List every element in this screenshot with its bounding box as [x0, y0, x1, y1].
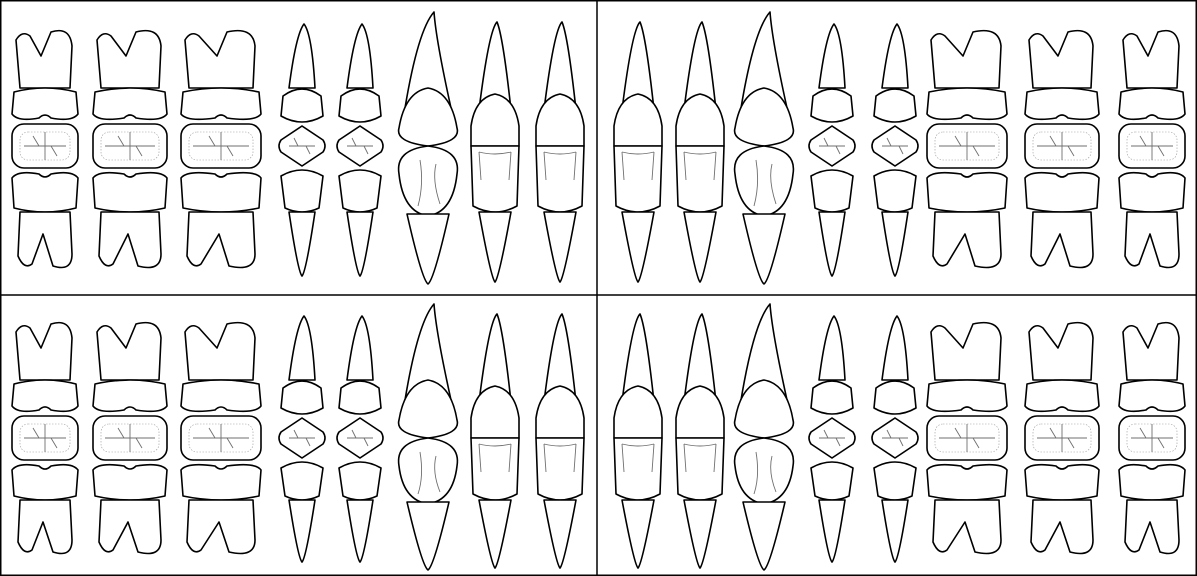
molar-tooth	[1119, 31, 1185, 268]
molar-tooth	[12, 323, 78, 554]
molar-tooth	[181, 323, 261, 554]
molar-tooth	[927, 323, 1007, 554]
molar-tooth	[927, 31, 1007, 268]
molar-tooth	[1119, 323, 1185, 554]
molar-tooth	[181, 31, 261, 268]
molar-tooth	[93, 323, 167, 554]
molar-tooth	[1025, 323, 1099, 554]
molar-tooth	[1025, 31, 1099, 268]
molar-tooth	[93, 31, 167, 268]
molar-tooth	[12, 31, 78, 268]
